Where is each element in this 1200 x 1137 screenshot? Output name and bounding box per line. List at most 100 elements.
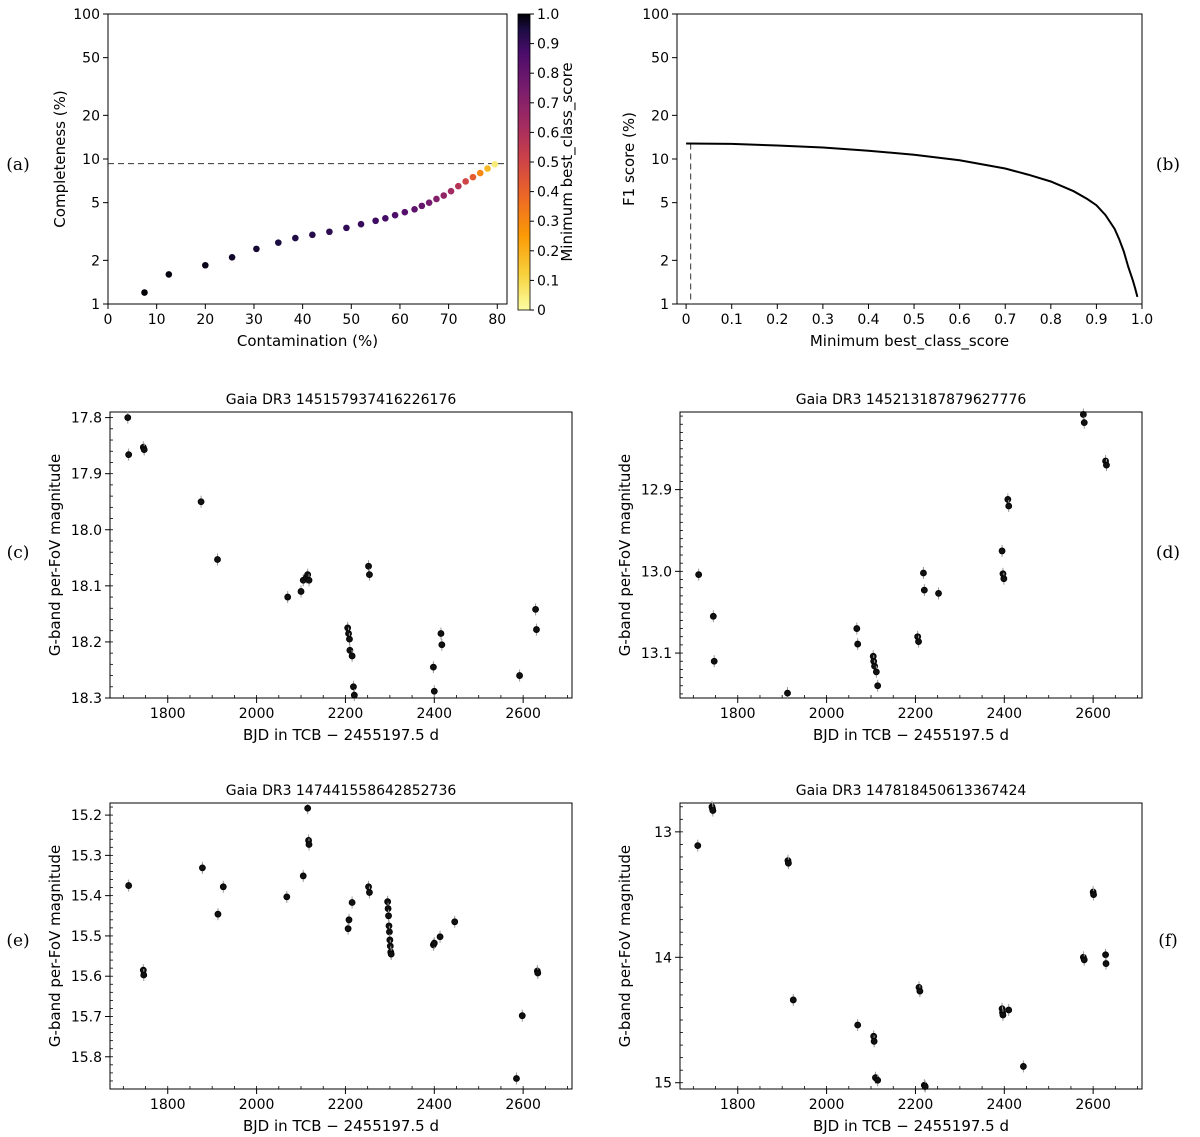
panel-label: (b) (1156, 155, 1180, 175)
chart-title: Gaia DR3 145157937416226176 (226, 392, 457, 408)
data-point (1000, 575, 1008, 583)
data-point (854, 640, 862, 648)
x-tick-label: 2600 (1075, 706, 1111, 722)
data-point (387, 950, 395, 958)
x-tick-label: 0.8 (1040, 312, 1062, 328)
x-axis-label: BJD in TCB − 2455197.5 d (243, 726, 439, 744)
data-point (921, 1083, 929, 1090)
data-point (343, 224, 350, 232)
data-point (784, 689, 791, 697)
series-line (686, 142, 1139, 298)
data-point (513, 1075, 520, 1082)
x-tick-label: 0 (104, 312, 113, 328)
panel-a: 0 10 20 30 40 50 60 70 80 1 2 5 10 20 50 100 Contaminati… (6, 7, 577, 350)
data-point (447, 187, 455, 195)
panel-label: (a) (6, 155, 29, 175)
y-tick-label: 17.8 (71, 411, 102, 427)
chart-title: Gaia DR3 147818450613367424 (796, 783, 1027, 799)
colorbar-tick-label: 0 (537, 303, 546, 319)
data-point (401, 208, 409, 216)
colorbar-tick-label: 0.8 (537, 66, 559, 82)
colorbar-tick-label: 0.4 (537, 185, 559, 201)
data-point (297, 588, 305, 595)
y-tick-label: 14 (654, 950, 672, 966)
data-point (372, 217, 379, 225)
colorbar-label: Minimum best_class_score (558, 62, 577, 261)
data-point (429, 663, 437, 671)
data-point (1080, 419, 1088, 427)
y-tick-label: 18.3 (71, 691, 102, 707)
y-axis-label: G-band per-FoV magnitude (616, 454, 634, 656)
colorbar-tick-label: 1.0 (537, 7, 559, 23)
data-point (455, 182, 462, 190)
data-point (391, 211, 399, 219)
data-point (1080, 956, 1088, 964)
data-point (789, 996, 797, 1004)
y-tick-label: 18.1 (71, 579, 102, 595)
colorbar-tick-label: 0.3 (537, 214, 559, 230)
panel-c: 1800 2000 2200 2400 2600 17.8 17.9 18.0 18.1 18.2… (7, 392, 573, 744)
y-tick-label: 1 (660, 297, 669, 313)
data-point (304, 804, 312, 812)
data-point (709, 807, 717, 814)
data-point (534, 969, 542, 977)
y-tick-label: 2 (660, 253, 669, 269)
x-tick-label: 2000 (239, 1097, 275, 1113)
data-point (304, 571, 312, 579)
data-point (214, 910, 222, 918)
data-point (165, 271, 173, 278)
data-point (346, 646, 354, 654)
data-point (283, 893, 291, 901)
panel-label: (e) (6, 931, 29, 951)
x-tick-label: 70 (440, 312, 458, 328)
y-tick-label: 12.9 (641, 483, 672, 499)
x-axis-label: BJD in TCB − 2455197.5 d (243, 1117, 439, 1135)
y-tick-label: 2 (91, 253, 100, 269)
data-point (694, 842, 702, 850)
data-point (915, 638, 922, 646)
panel-b: 0 0.1 0.2 0.3 0.4 0.5 0.6 0.7 0.8 0.9 1.0 1 2 5 10 20 50… (620, 7, 1180, 351)
data-point (214, 556, 221, 563)
data-point (357, 220, 365, 228)
data-point (532, 605, 539, 613)
data-point (382, 214, 389, 222)
data-point (305, 841, 313, 848)
x-axis-label: Minimum best_class_score (810, 332, 1009, 351)
data-point (874, 1076, 882, 1084)
x-tick-label: 2600 (1075, 1097, 1111, 1113)
x-tick-label: 2200 (898, 1097, 934, 1113)
data-point (275, 239, 282, 246)
data-point (141, 289, 148, 296)
data-point (385, 912, 392, 920)
data-point (430, 687, 438, 695)
x-tick-label: 2600 (505, 1097, 541, 1113)
plot-frame (109, 411, 573, 699)
plot-frame (679, 411, 1143, 699)
y-tick-label: 17.9 (71, 467, 102, 483)
y-axis-label: Completeness (%) (51, 90, 69, 227)
data-point (784, 859, 792, 867)
data-point (935, 590, 942, 597)
data-point (1019, 1063, 1027, 1070)
y-tick-label: 20 (82, 108, 100, 124)
y-tick-label: 13.1 (641, 646, 672, 662)
x-tick-label: 0.7 (994, 312, 1016, 328)
x-tick-label: 2600 (505, 706, 541, 722)
x-tick-label: 0.2 (766, 312, 788, 328)
data-point (430, 939, 438, 947)
data-point (365, 562, 372, 570)
data-point (469, 173, 477, 181)
y-tick-label: 13.0 (641, 564, 672, 580)
x-tick-label: 0.9 (1085, 312, 1107, 328)
data-point (253, 245, 260, 253)
data-point (462, 178, 469, 185)
y-tick-label: 20 (651, 108, 669, 124)
data-point (916, 987, 924, 995)
panel-label: (c) (7, 543, 30, 563)
x-tick-label: 0.6 (949, 312, 971, 328)
x-tick-label: 2400 (986, 706, 1022, 722)
colorbar-tick-label: 0.2 (537, 244, 559, 260)
data-point (346, 635, 353, 643)
panel-label: (f) (1158, 931, 1178, 951)
x-tick-label: 2000 (809, 706, 845, 722)
